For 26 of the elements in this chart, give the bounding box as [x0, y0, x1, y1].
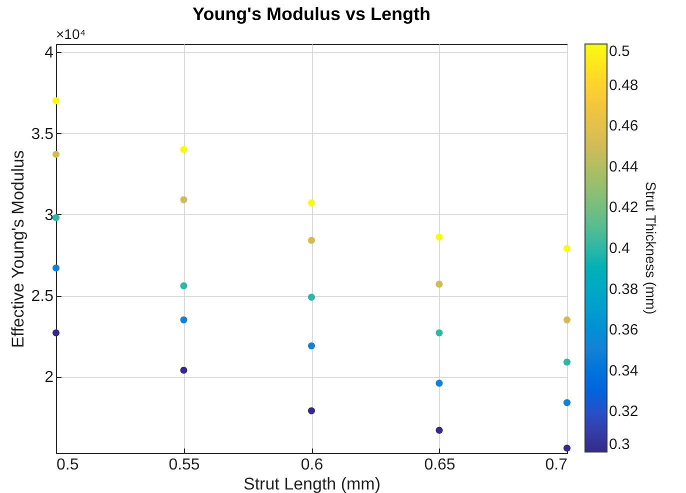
- x-axis-title: Strut Length (mm): [244, 474, 380, 493]
- x-tick-label: 0.65: [424, 456, 456, 474]
- color-bar-label: 0.34: [609, 362, 638, 380]
- x-tick-label: 0.6: [300, 456, 324, 474]
- y-tick-label: 3: [44, 206, 54, 224]
- y-axis-title: Effective Young's Modulus: [8, 150, 28, 348]
- text: ×10⁴: [56, 26, 86, 42]
- color-bar-label: 0.48: [609, 76, 638, 94]
- x-tick-label: 0.5: [56, 456, 79, 474]
- color-bar-label: 0.36: [609, 322, 638, 339]
- color-bar-label: 0.5: [609, 43, 630, 60]
- color-bar-label: 0.44: [609, 158, 638, 176]
- color-bar-title: Strut Thickness (mm): [643, 182, 659, 314]
- color-bar-label: 0.38: [609, 280, 638, 298]
- y-tick-label: 2: [44, 369, 54, 386]
- color-bar-label: 0.42: [609, 199, 638, 216]
- color-bar-label: 0.4: [609, 240, 630, 257]
- chart-title: Young's Modulus vs Length: [192, 4, 430, 24]
- color-bar-label: 0.32: [609, 403, 638, 420]
- y-tick-label: 3.5: [31, 126, 54, 143]
- x-tick-label: 0.7: [545, 456, 568, 474]
- y-tick-label: 4: [44, 44, 54, 62]
- y-tick-label: 2.5: [31, 288, 54, 306]
- x-tick-label: 0.55: [168, 456, 200, 474]
- color-bar-label: 0.46: [609, 118, 638, 135]
- color-bar-label: 0.3: [609, 436, 630, 453]
